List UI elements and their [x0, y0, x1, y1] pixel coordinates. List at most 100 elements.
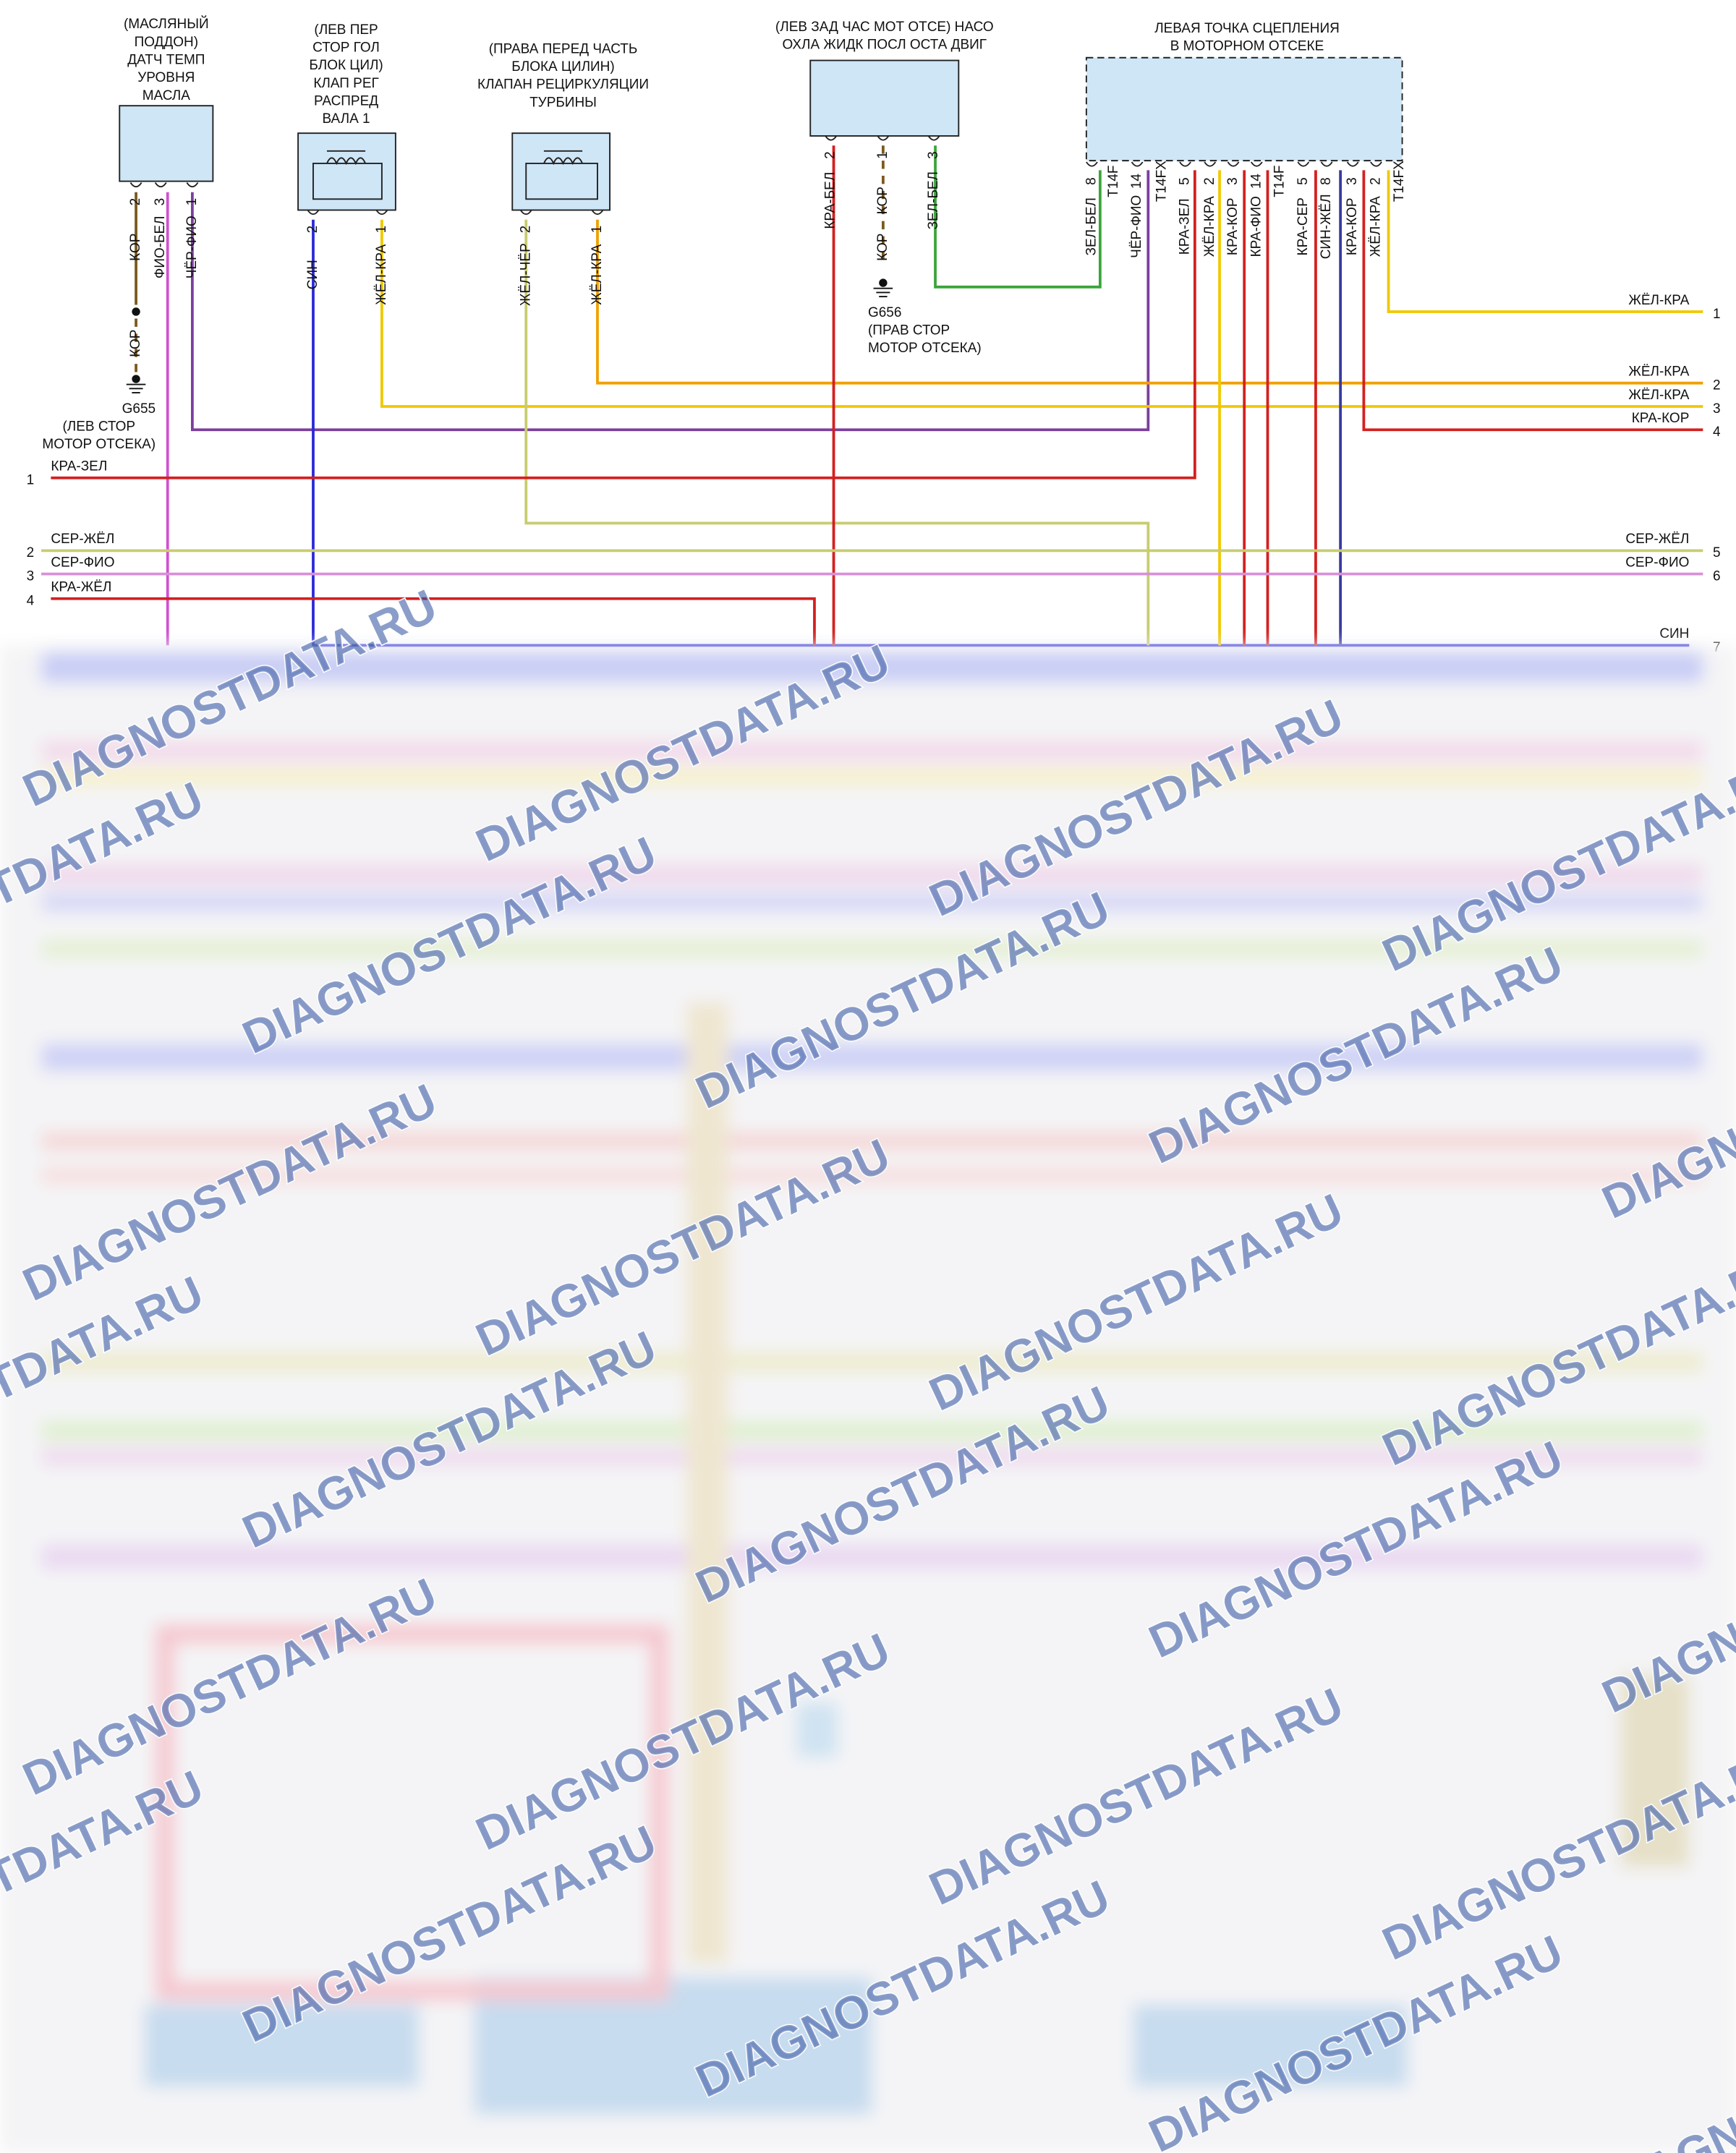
wire-label: КРА-КОР	[1225, 197, 1241, 255]
ground-label: (ПРАВ СТОР	[868, 323, 950, 338]
row-number: 1	[27, 473, 35, 488]
component-label: РАСПРЕД	[314, 94, 378, 109]
component-box	[809, 59, 960, 137]
component-label: МАСЛА	[142, 88, 191, 103]
coil-frame	[312, 162, 383, 200]
wire-label: ЖЁЛ-КРА	[374, 244, 389, 304]
component-label: В МОТОРНОМ ОТСЕКЕ	[1170, 39, 1324, 54]
ground-label: (ЛЕВ СТОР	[63, 419, 136, 434]
pin	[1297, 161, 1310, 167]
pin	[519, 209, 532, 216]
component-label: ВАЛА 1	[323, 111, 370, 127]
pin	[186, 182, 199, 188]
pin-number: 2	[1202, 177, 1217, 185]
pin-number: 3	[153, 198, 168, 206]
pin	[825, 135, 838, 141]
pin	[375, 209, 388, 216]
splice	[132, 307, 140, 316]
row-number: 2	[27, 545, 35, 560]
pin-number: 3	[926, 151, 941, 159]
wire-label: КОР	[128, 234, 143, 261]
connector-label: T14F	[1272, 165, 1288, 197]
component-label: ЛЕВАЯ ТОЧКА СЦЕПЛЕНИЯ	[1154, 21, 1340, 36]
row-number: 6	[1713, 568, 1721, 584]
row-number: 2	[1713, 378, 1721, 393]
pin	[154, 182, 167, 188]
pin	[1227, 161, 1240, 167]
wire-label: СИН	[1659, 626, 1689, 641]
pin	[1086, 161, 1098, 167]
pin	[129, 182, 142, 188]
component-label: ДАТЧ ТЕМП	[127, 53, 205, 68]
coil	[543, 157, 583, 166]
ground-label: МОТОР ОТСЕКА)	[42, 437, 156, 452]
component-label: КЛАП РЕГ	[313, 76, 378, 91]
wire	[190, 170, 1150, 432]
wire-label: СИН	[305, 260, 320, 289]
pin	[927, 135, 940, 141]
component-label: (МАСЛЯНЫЙ	[124, 16, 209, 32]
wire-label: ЖЁЛ-КРА	[590, 244, 605, 304]
wire-label: КРА-БЕЛ	[823, 172, 838, 229]
ground-dot	[879, 278, 888, 287]
pin-number: 2	[518, 226, 533, 234]
row-number: 4	[1713, 425, 1721, 440]
pin	[1320, 161, 1333, 167]
pin-number: 2	[1368, 177, 1383, 185]
wire-label: ЖЁЛ-КРА	[1628, 388, 1689, 403]
pin-number: 8	[1084, 177, 1099, 185]
wire-label: КРА-ЗЕЛ	[1178, 198, 1193, 255]
component-label: УРОВНЯ	[137, 70, 195, 85]
component-label: ОХЛА ЖИДК ПОСЛ ОСТА ДВИГ	[783, 38, 987, 53]
pin-number: 3	[1225, 177, 1241, 185]
component-box	[119, 105, 214, 182]
pin-number: 5	[1178, 177, 1193, 185]
row-number: 1	[1713, 307, 1721, 322]
wire-label: СИН-ЖЁЛ	[1319, 194, 1334, 259]
connector-label: T14F	[1106, 165, 1121, 197]
coil	[326, 157, 366, 166]
component-box	[297, 132, 396, 211]
pin-number: 2	[305, 226, 320, 234]
pin-number: 14	[1129, 174, 1144, 189]
ground-id: G655	[122, 401, 156, 417]
ground-id: G656	[868, 305, 901, 320]
pin-number: 3	[1345, 177, 1360, 185]
wire-label: ЖЁЛ-КРА	[1368, 196, 1383, 257]
wire-label: ЧЁР-ФИО	[184, 216, 200, 278]
pin	[1204, 161, 1217, 167]
row-number: 3	[27, 568, 35, 584]
pin	[1179, 161, 1191, 167]
pin	[1370, 161, 1382, 167]
wire	[1362, 170, 1703, 432]
wire-label: КРА-КОР	[1345, 197, 1360, 255]
pin-number: 1	[590, 226, 605, 234]
wire-label: КРА-КОР	[1632, 411, 1690, 426]
component-label: (ПРАВА ПЕРЕД ЧАСТЬ	[489, 41, 638, 56]
wire-label: ЖЁЛ-КРА	[1628, 364, 1689, 380]
pin-number: 8	[1319, 177, 1334, 185]
wire-label: КОР	[875, 187, 890, 214]
pin	[307, 209, 320, 216]
component-label: ТУРБИНЫ	[529, 95, 597, 110]
wire-label: ЗЕЛ-БЕЛ	[926, 171, 941, 229]
wire	[934, 145, 1102, 289]
row-number: 3	[1713, 401, 1721, 417]
pin-number: 5	[1295, 177, 1311, 185]
wire	[51, 170, 1196, 479]
wire-label: СЕР-ЖЁЛ	[1625, 532, 1689, 547]
wire	[1387, 170, 1703, 313]
wire-label: СЕР-ФИО	[1625, 555, 1689, 570]
wire-label: КОР	[128, 330, 143, 357]
wire-label: КОР	[875, 234, 890, 261]
pin	[877, 135, 890, 141]
wire-label: СЕР-ФИО	[51, 555, 114, 570]
wire-label: КРА-ФИО	[1248, 196, 1264, 257]
ground-dot	[132, 375, 140, 383]
component-label: (ЛЕВ ПЕР	[314, 22, 378, 38]
wire	[524, 219, 1150, 646]
pin-number: 1	[184, 198, 200, 206]
pin	[1131, 161, 1144, 167]
